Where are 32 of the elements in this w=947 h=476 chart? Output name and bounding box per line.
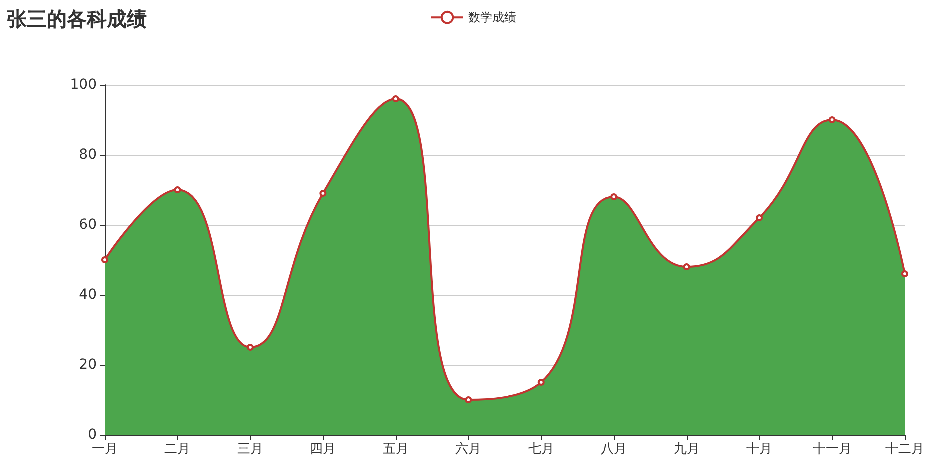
point xyxy=(246,344,254,351)
point xyxy=(102,256,108,264)
y-tick-label: 60 xyxy=(79,217,97,233)
x-tick-label: 五月 xyxy=(382,442,409,457)
point xyxy=(902,270,908,278)
x-tick-label: 四月 xyxy=(310,442,336,457)
chart-title: 张三的各科成绩 xyxy=(7,7,147,31)
y-tick-label: 40 xyxy=(79,287,97,303)
point xyxy=(392,96,400,102)
x-tick-label: 十一月 xyxy=(812,442,852,457)
y-tick-label: 80 xyxy=(79,147,97,163)
x-tick-label: 十二月 xyxy=(886,442,924,457)
legend-label: 数学成绩 xyxy=(468,10,516,25)
point xyxy=(465,396,472,404)
x-tick-label: 七月 xyxy=(528,442,554,457)
point xyxy=(320,190,327,197)
point xyxy=(538,379,545,386)
point xyxy=(756,214,764,222)
x-tick-label: 十月 xyxy=(746,442,773,457)
x-tick-label: 一月 xyxy=(92,442,118,457)
x-tick-label: 二月 xyxy=(164,442,191,457)
y-tick-label: 0 xyxy=(88,427,97,443)
point xyxy=(610,194,618,200)
x-tick-label: 六月 xyxy=(456,442,482,457)
point xyxy=(174,186,182,194)
y-tick-label: 100 xyxy=(70,77,97,93)
x-tick-label: 三月 xyxy=(237,442,264,457)
x-tick-label: 八月 xyxy=(601,442,628,457)
y-tick-label: 20 xyxy=(79,357,97,373)
point xyxy=(828,116,836,124)
point xyxy=(683,264,690,270)
x-tick-label: 九月 xyxy=(674,442,700,457)
